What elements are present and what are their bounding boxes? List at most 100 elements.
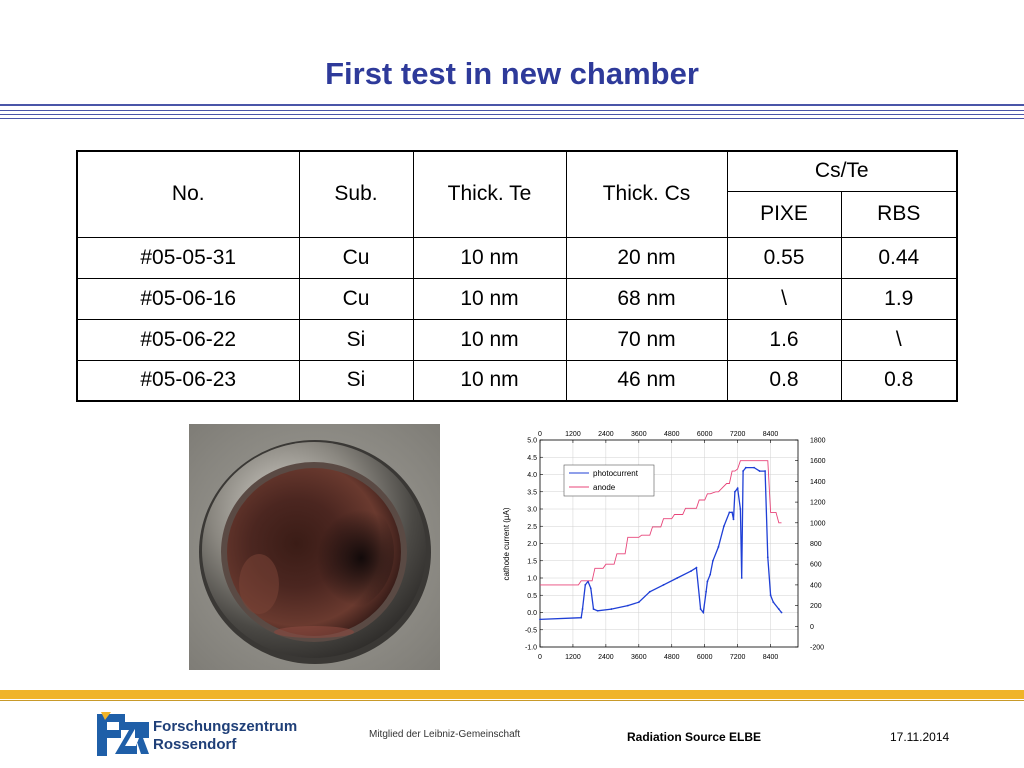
table-row: #05-06-16 Cu 10 nm 68 nm \ 1.9 (76, 277, 958, 320)
y-tick-label: 4.0 (527, 472, 537, 479)
series-point-photocurrent (772, 601, 775, 604)
series-point-photocurrent (758, 470, 761, 472)
cell-thick-cs: 70 nm (565, 318, 728, 361)
series-point-photocurrent (676, 577, 679, 579)
series-point-photocurrent (777, 608, 780, 610)
table-row: #05-06-23 Si 10 nm 46 nm 0.8 0.8 (76, 359, 958, 402)
header-cs-te: Cs/Te (726, 150, 958, 192)
series-point-photocurrent (539, 618, 541, 621)
series-point-photocurrent (699, 608, 702, 610)
y2-tick-label: 1200 (810, 500, 826, 507)
series-point-photocurrent (742, 470, 745, 472)
footer-membership: Mitglied der Leibniz-Gemeinschaft (369, 729, 521, 740)
x-tick-label-top: 0 (538, 431, 542, 438)
cell-no: #05-06-22 (76, 318, 300, 361)
y2-tick-label: 1000 (810, 520, 826, 527)
series-point-photocurrent (702, 611, 705, 614)
series-point-photocurrent (648, 590, 651, 593)
cell-thick-te: 10 nm (412, 277, 567, 320)
cell-sub: Cu (298, 277, 414, 320)
series-point-photocurrent (739, 508, 742, 510)
series-point-photocurrent (662, 584, 665, 586)
x-tick-label: 8400 (763, 654, 779, 661)
y-tick-label: 0.0 (527, 610, 537, 617)
x-tick-label-top: 7200 (730, 431, 746, 438)
x-tick-label-top: 4800 (664, 431, 680, 438)
cell-pixe: 0.55 (726, 236, 842, 279)
y-tick-label: -1.0 (525, 645, 537, 652)
y-tick-label: -0.5 (525, 627, 537, 634)
series-point-photocurrent (736, 487, 739, 490)
x-tick-label: 4800 (664, 654, 680, 661)
x-tick-label-top: 3600 (631, 431, 647, 438)
series-point-photocurrent (637, 601, 640, 604)
legend-anode-label: anode (593, 483, 616, 492)
series-point-photocurrent (695, 566, 698, 569)
series-point-photocurrent (580, 616, 583, 619)
cell-sub: Cu (298, 236, 414, 279)
y-tick-label: 5.0 (527, 438, 537, 445)
y2-tick-label: 1400 (810, 479, 826, 486)
x-tick-label: 3600 (631, 654, 647, 661)
current-chart: 0 0 1200 1200 2400 2400 3600 3600 4800 4800 6000 60… (496, 424, 842, 664)
cell-thick-cs: 46 nm (565, 359, 728, 402)
y2-tick-label: 600 (810, 562, 822, 569)
x-tick-label: 1200 (565, 654, 581, 661)
cell-thick-te: 10 nm (412, 318, 567, 361)
cell-rbs: 0.44 (840, 236, 958, 279)
cell-sub: Si (298, 359, 414, 402)
series-point-photocurrent (769, 594, 772, 597)
y-axis-label: cathode current (µA) (502, 507, 511, 580)
x-tick-label: 2400 (598, 654, 614, 661)
table-subheader-row: PIXE RBS (77, 190, 958, 238)
header-rbs: RBS (840, 190, 958, 238)
table-row: #05-06-22 Si 10 nm 70 nm 1.6 \ (76, 318, 958, 361)
cell-pixe: 0.8 (726, 359, 842, 402)
x-tick-label-top: 8400 (763, 431, 779, 438)
cell-thick-cs: 68 nm (565, 277, 728, 320)
y2-tick-label: 0 (810, 624, 814, 631)
legend-box (563, 464, 655, 497)
series-point-photocurrent (733, 490, 736, 493)
header-sub: Sub. (298, 150, 414, 238)
series-point-photocurrent (584, 584, 587, 586)
series-point-photocurrent (709, 573, 712, 576)
y-tick-label: 2.5 (527, 524, 537, 531)
cell-rbs: \ (840, 318, 958, 361)
cell-no: #05-06-16 (76, 277, 300, 320)
cell-rbs: 0.8 (840, 359, 958, 402)
series-point-photocurrent (722, 525, 725, 528)
cell-sub: Si (298, 318, 414, 361)
y-tick-label: 2.0 (527, 541, 537, 548)
slide-title: First test in new chamber (325, 56, 699, 91)
series-point-photocurrent (581, 608, 584, 610)
footer-project: Radiation Source ELBE (627, 730, 762, 744)
series-point-photocurrent (728, 511, 731, 514)
header-thick-te: Thick. Te (412, 150, 567, 238)
footer-accent-bar (0, 690, 1024, 699)
cell-pixe: \ (726, 277, 842, 320)
chart-series (539, 460, 783, 621)
series-point-photocurrent (731, 511, 734, 514)
x-tick-label: 6000 (697, 654, 713, 661)
y2-tick-label: 800 (810, 541, 822, 548)
legend-photocurrent-label: photocurrent (593, 469, 639, 478)
x-tick-label-top: 1200 (565, 431, 581, 438)
series-point-photocurrent (753, 466, 755, 469)
series-point-photocurrent (780, 611, 783, 614)
series-point-photocurrent (766, 556, 769, 559)
cathode-photo (189, 424, 440, 670)
table-header-row: No. Sub. Thick. Te Thick. Cs Cs/Te (76, 150, 958, 238)
cell-thick-te: 10 nm (412, 236, 567, 279)
y-tick-label: 4.5 (527, 455, 537, 462)
footer-divider (0, 700, 1024, 701)
fzr-logo: Forschungszentrum Rossendorf (95, 710, 305, 760)
y2-tick-label: 400 (810, 582, 822, 589)
footer-date: 17.11.2014 (890, 730, 950, 744)
y2-tick-label: 1600 (810, 458, 826, 465)
series-point-photocurrent (740, 577, 743, 579)
cell-rbs: 1.9 (840, 277, 958, 320)
current-chart-svg: 0012001200240024003600360048004800600060… (502, 431, 826, 661)
y-tick-label: 0.5 (527, 593, 537, 600)
cell-no: #05-06-23 (76, 359, 300, 402)
